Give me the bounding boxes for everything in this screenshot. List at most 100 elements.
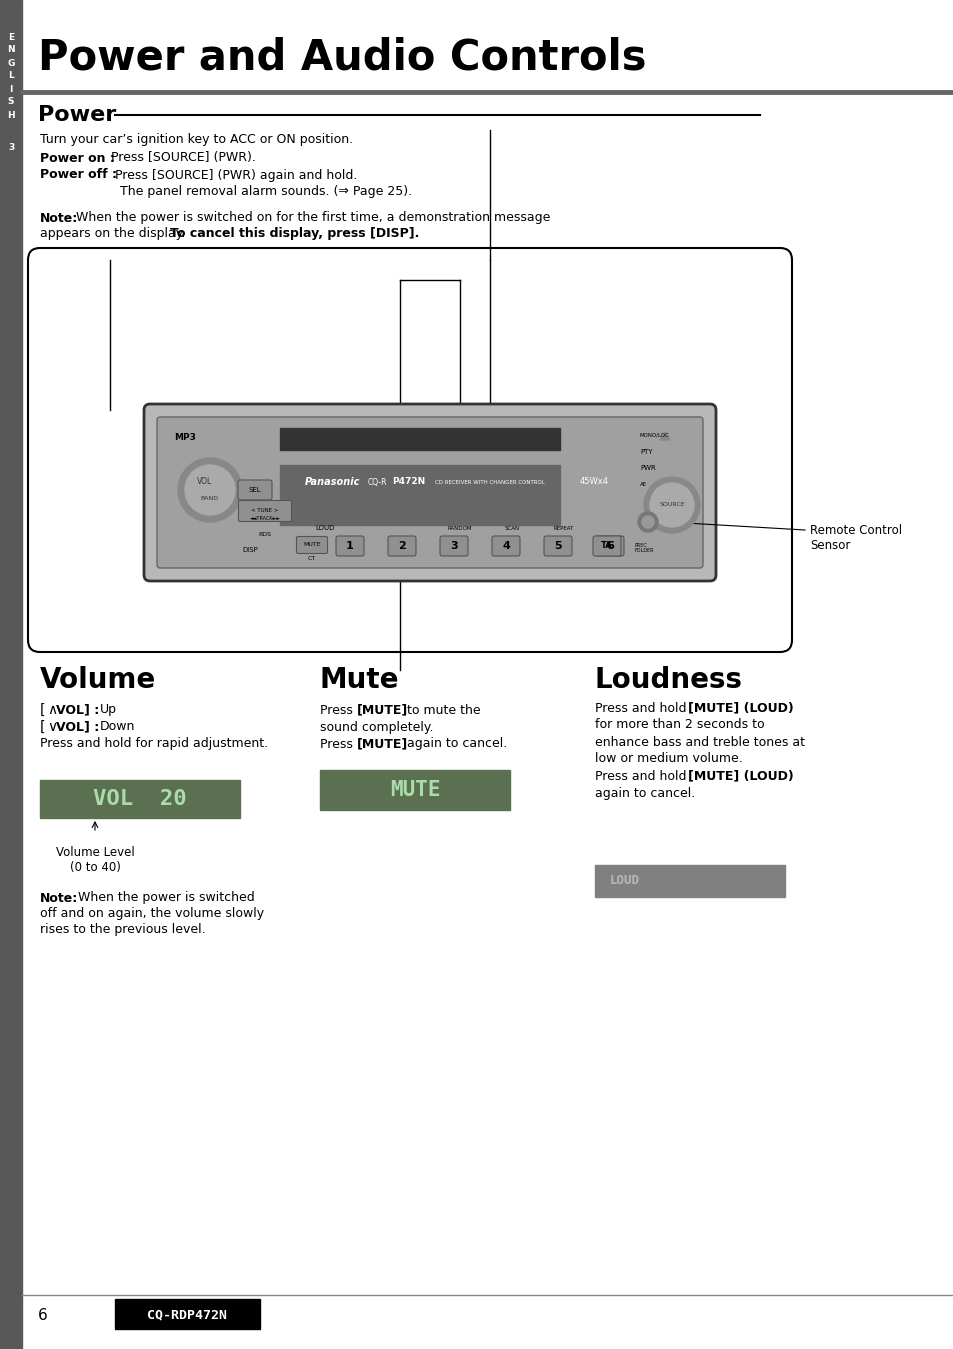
Text: 2: 2 bbox=[397, 541, 405, 550]
Text: Press [SOURCE] (PWR) again and hold.: Press [SOURCE] (PWR) again and hold. bbox=[111, 169, 357, 182]
FancyBboxPatch shape bbox=[144, 403, 716, 581]
Text: MUTE: MUTE bbox=[390, 780, 439, 800]
Text: (0 to 40): (0 to 40) bbox=[70, 862, 120, 874]
Text: 6: 6 bbox=[38, 1307, 48, 1322]
Text: Panasonic: Panasonic bbox=[305, 478, 360, 487]
Text: Loudness: Loudness bbox=[595, 666, 742, 693]
Polygon shape bbox=[659, 432, 669, 440]
Text: sound completely.: sound completely. bbox=[319, 720, 433, 734]
Text: When the power is switched: When the power is switched bbox=[78, 892, 254, 904]
Text: Press and hold for rapid adjustment.: Press and hold for rapid adjustment. bbox=[40, 737, 268, 750]
Text: P472N: P472N bbox=[392, 478, 425, 487]
Text: VOL] :: VOL] : bbox=[56, 720, 99, 734]
Text: G: G bbox=[8, 58, 14, 67]
Text: VOL: VOL bbox=[196, 478, 212, 487]
Text: VOL  20: VOL 20 bbox=[93, 789, 187, 809]
Text: DISP: DISP bbox=[242, 546, 257, 553]
Text: L: L bbox=[9, 71, 14, 81]
FancyBboxPatch shape bbox=[238, 500, 292, 522]
Circle shape bbox=[638, 513, 658, 532]
Text: 1: 1 bbox=[346, 541, 354, 550]
Circle shape bbox=[641, 517, 654, 527]
Text: MP3: MP3 bbox=[173, 433, 195, 442]
Text: Volume Level: Volume Level bbox=[55, 847, 134, 859]
Text: Press and hold: Press and hold bbox=[595, 769, 690, 782]
FancyBboxPatch shape bbox=[157, 417, 702, 568]
Text: Mute: Mute bbox=[319, 666, 399, 693]
Text: Down: Down bbox=[100, 720, 135, 734]
Text: again to cancel.: again to cancel. bbox=[595, 786, 695, 800]
Text: Note:: Note: bbox=[40, 212, 78, 224]
Text: [MUTE]: [MUTE] bbox=[356, 703, 408, 716]
Text: LOUD: LOUD bbox=[314, 525, 334, 532]
FancyBboxPatch shape bbox=[439, 536, 468, 556]
Bar bbox=[319, 770, 510, 809]
Text: VOL] :: VOL] : bbox=[56, 703, 99, 716]
Text: Note:: Note: bbox=[40, 892, 78, 904]
Text: Volume: Volume bbox=[40, 666, 156, 693]
FancyBboxPatch shape bbox=[388, 536, 416, 556]
FancyBboxPatch shape bbox=[596, 536, 623, 556]
Text: LOUD: LOUD bbox=[609, 874, 639, 888]
Text: [MUTE] (LOUD): [MUTE] (LOUD) bbox=[687, 701, 793, 715]
Text: SCAN: SCAN bbox=[504, 526, 519, 530]
Text: Press and hold: Press and hold bbox=[595, 701, 690, 715]
Text: 6: 6 bbox=[605, 541, 614, 550]
Bar bbox=[0, 0, 22, 1349]
FancyBboxPatch shape bbox=[593, 536, 620, 556]
Text: Power and Audio Controls: Power and Audio Controls bbox=[38, 36, 646, 80]
Text: CQ-RDP472N: CQ-RDP472N bbox=[147, 1309, 227, 1322]
Text: PTY: PTY bbox=[639, 449, 652, 455]
Text: RDS: RDS bbox=[258, 533, 272, 537]
Text: MONO/LOC: MONO/LOC bbox=[639, 433, 669, 437]
Circle shape bbox=[649, 483, 693, 527]
Text: E: E bbox=[8, 34, 14, 43]
Text: TA: TA bbox=[600, 541, 612, 550]
Text: enhance bass and treble tones at: enhance bass and treble tones at bbox=[595, 735, 804, 749]
Text: for more than 2 seconds to: for more than 2 seconds to bbox=[595, 719, 763, 731]
Text: I: I bbox=[10, 85, 12, 93]
Text: Press: Press bbox=[319, 738, 356, 750]
Text: H: H bbox=[8, 111, 15, 120]
Text: 4: 4 bbox=[501, 541, 510, 550]
Circle shape bbox=[178, 459, 242, 522]
Text: Press [SOURCE] (PWR).: Press [SOURCE] (PWR). bbox=[107, 151, 255, 165]
Text: PREC
FOLDER: PREC FOLDER bbox=[635, 542, 654, 553]
FancyBboxPatch shape bbox=[296, 537, 327, 553]
Circle shape bbox=[643, 478, 700, 533]
Text: low or medium volume.: low or medium volume. bbox=[595, 753, 742, 765]
Text: Power off :: Power off : bbox=[40, 169, 117, 182]
Text: Power on :: Power on : bbox=[40, 151, 114, 165]
Text: Press: Press bbox=[319, 703, 356, 716]
Text: appears on the display.: appears on the display. bbox=[40, 228, 193, 240]
Circle shape bbox=[185, 465, 234, 515]
Text: ∨: ∨ bbox=[47, 720, 57, 734]
Text: Up: Up bbox=[100, 703, 117, 716]
Text: CD RECEIVER WITH CHANGER CONTROL: CD RECEIVER WITH CHANGER CONTROL bbox=[435, 479, 544, 484]
Text: SEL: SEL bbox=[249, 487, 261, 492]
Text: ∧: ∧ bbox=[47, 703, 57, 718]
Text: MUTE: MUTE bbox=[303, 542, 320, 548]
Text: < TUNE >: < TUNE > bbox=[251, 509, 278, 514]
Text: again to cancel.: again to cancel. bbox=[402, 738, 507, 750]
Text: Power: Power bbox=[38, 105, 116, 125]
Text: AE: AE bbox=[639, 483, 646, 487]
FancyBboxPatch shape bbox=[543, 536, 572, 556]
Text: RANDOM: RANDOM bbox=[447, 526, 472, 530]
Text: CT: CT bbox=[308, 556, 315, 560]
Text: SOURCE: SOURCE bbox=[659, 502, 684, 507]
FancyBboxPatch shape bbox=[237, 480, 272, 500]
Bar bbox=[595, 865, 784, 897]
Text: BAND: BAND bbox=[200, 495, 218, 500]
Bar bbox=[115, 1299, 260, 1329]
Text: S: S bbox=[8, 97, 14, 107]
Text: CQ-R: CQ-R bbox=[368, 478, 387, 487]
Text: The panel removal alarm sounds. (⇒ Page 25).: The panel removal alarm sounds. (⇒ Page … bbox=[120, 186, 412, 198]
Text: N: N bbox=[8, 46, 15, 54]
Text: [MUTE] (LOUD): [MUTE] (LOUD) bbox=[687, 769, 793, 782]
Text: Turn your car’s ignition key to ACC or ON position.: Turn your car’s ignition key to ACC or O… bbox=[40, 134, 353, 147]
FancyBboxPatch shape bbox=[335, 536, 364, 556]
Text: When the power is switched on for the first time, a demonstration message: When the power is switched on for the fi… bbox=[76, 212, 550, 224]
Text: off and on again, the volume slowly: off and on again, the volume slowly bbox=[40, 908, 264, 920]
Bar bbox=[40, 780, 240, 817]
